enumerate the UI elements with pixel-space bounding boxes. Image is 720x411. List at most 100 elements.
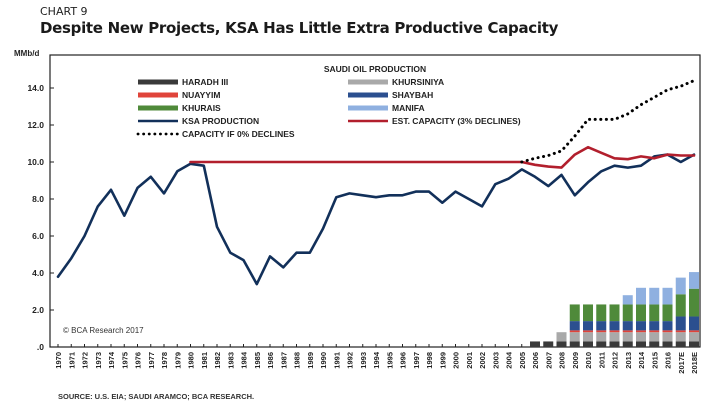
bar-segment-khursiniya <box>556 332 567 342</box>
x-tick-label: 1996 <box>399 352 408 369</box>
series-line-ksa-production <box>56 153 696 286</box>
bar-segment-shaybah <box>636 321 646 331</box>
x-tick-label: 1979 <box>173 352 182 369</box>
bar-segment-nuayyim <box>636 330 646 333</box>
source-note: SOURCE: U.S. EIA; SAUDI ARAMCO; BCA RESE… <box>58 392 255 401</box>
bar-segment-haradh-iii <box>636 341 646 347</box>
x-tick-label: 1982 <box>213 352 222 369</box>
bar-segment-shaybah <box>689 316 699 331</box>
bar-segment-khursiniya <box>596 332 607 342</box>
bar-segment-shaybah <box>609 321 620 331</box>
bar-segment-nuayyim <box>662 330 673 333</box>
legend-item: MANIFA <box>348 103 425 113</box>
series-line-est-capacity-3-declines- <box>189 145 696 169</box>
legend-swatch <box>138 92 178 98</box>
x-tick-label: 1984 <box>240 351 249 369</box>
legend-label: NUAYYIM <box>182 90 220 100</box>
bar-segment-nuayyim <box>675 330 686 333</box>
legend-swatch <box>138 105 178 111</box>
y-tick-label: 4.0 <box>32 268 44 278</box>
x-tick-label: 1972 <box>81 352 90 369</box>
y-tick-label: .0 <box>37 342 44 352</box>
x-tick-label: 2010 <box>584 352 593 369</box>
bar-segment-haradh-iii <box>649 341 660 347</box>
y-tick-label: 12.0 <box>27 120 44 130</box>
bar-segment-shaybah <box>569 321 580 331</box>
bar-segment-shaybah <box>662 321 673 331</box>
bar-segment-khurais <box>649 304 660 322</box>
x-tick-label: 1993 <box>359 352 368 369</box>
x-tick-label: 2018E <box>690 352 699 374</box>
legend-swatch <box>348 105 388 111</box>
y-tick-label: 10.0 <box>27 157 44 167</box>
x-axis: 1970 1971 1972 1973 1974 1975 1976 1977 1978 1979… <box>54 344 699 374</box>
x-tick-label: 1986 <box>266 352 275 369</box>
legend-item: HARADH III <box>138 77 228 87</box>
x-tick-label: 2002 <box>478 352 487 369</box>
x-tick-label: 1970 <box>54 352 63 369</box>
x-tick-label: 1991 <box>332 352 341 369</box>
bar-segment-khurais <box>636 304 646 322</box>
bar-segment-haradh-iii <box>530 341 540 347</box>
bar-segment-manifa <box>622 295 633 305</box>
bar-segment-khurais <box>689 288 699 317</box>
x-tick-label: 1988 <box>293 352 302 369</box>
x-tick-label: 1997 <box>412 352 421 369</box>
bar-segment-nuayyim <box>596 330 607 333</box>
bar-segment-nuayyim <box>609 330 620 333</box>
x-tick-label: 2013 <box>624 352 633 369</box>
bar-segment-manifa <box>675 277 686 295</box>
x-tick-label: 1981 <box>200 352 209 369</box>
stacked-bars <box>530 272 699 347</box>
bar-segment-nuayyim <box>689 330 699 333</box>
bar-segment-khurais <box>569 304 580 322</box>
y-tick-label: 14.0 <box>27 83 44 93</box>
legend-label: KHURSINIYA <box>392 77 444 87</box>
y-tick-label: 8.0 <box>32 194 44 204</box>
legend-label: SHAYBAH <box>392 90 433 100</box>
x-tick-label: 1975 <box>120 352 129 369</box>
legend-item: EST. CAPACITY (3% DECLINES) <box>348 116 521 126</box>
bar-segment-haradh-iii <box>556 341 567 347</box>
bar-segment-nuayyim <box>569 330 580 333</box>
y-axis: .0 2.0 4.0 6.0 8.0 10.0 12.0 14.0 <box>27 83 54 352</box>
copyright: © BCA Research 2017 <box>63 326 144 335</box>
bar-segment-haradh-iii <box>583 341 593 347</box>
bar-segment-khursiniya <box>636 332 646 342</box>
chart-title: Despite New Projects, KSA Has Little Ext… <box>40 19 559 37</box>
x-tick-label: 2012 <box>611 352 620 369</box>
x-tick-label: 2000 <box>452 352 461 369</box>
x-tick-label: 2001 <box>465 352 474 369</box>
bar-segment-khursiniya <box>583 332 593 342</box>
x-tick-label: 2011 <box>597 352 606 368</box>
legend-item: KHURSINIYA <box>348 77 444 87</box>
x-tick-label: 1990 <box>319 352 328 369</box>
x-tick-label: 1992 <box>346 352 355 369</box>
bar-segment-khursiniya <box>675 332 686 342</box>
bar-segment-shaybah <box>583 321 593 331</box>
legend-title: SAUDI OIL PRODUCTION <box>324 64 426 74</box>
legend-label: KHURAIS <box>182 103 221 113</box>
legend-item: KSA PRODUCTION <box>138 116 259 126</box>
legend-label: CAPACITY IF 0% DECLINES <box>182 129 295 139</box>
x-tick-label: 2007 <box>544 352 553 369</box>
bar-segment-khursiniya <box>569 332 580 342</box>
x-tick-label: 1976 <box>134 352 143 369</box>
bar-segment-haradh-iii <box>569 341 580 347</box>
x-tick-label: 2006 <box>531 352 540 369</box>
bar-segment-haradh-iii <box>596 341 607 347</box>
bar-segment-manifa <box>649 287 660 305</box>
bar-segment-shaybah <box>622 321 633 331</box>
x-tick-label: 1987 <box>279 352 288 369</box>
plot-frame <box>49 54 701 348</box>
x-tick-label: 1983 <box>226 352 235 369</box>
x-tick-label: 1980 <box>187 352 196 369</box>
x-tick-label: 2014 <box>637 351 646 369</box>
bar-segment-haradh-iii <box>609 341 620 347</box>
bar-segment-nuayyim <box>583 330 593 333</box>
bar-segment-nuayyim <box>649 330 660 333</box>
bar-segment-khurais <box>596 304 607 322</box>
bar-segment-nuayyim <box>622 330 633 333</box>
legend-label: HARADH III <box>182 77 228 87</box>
